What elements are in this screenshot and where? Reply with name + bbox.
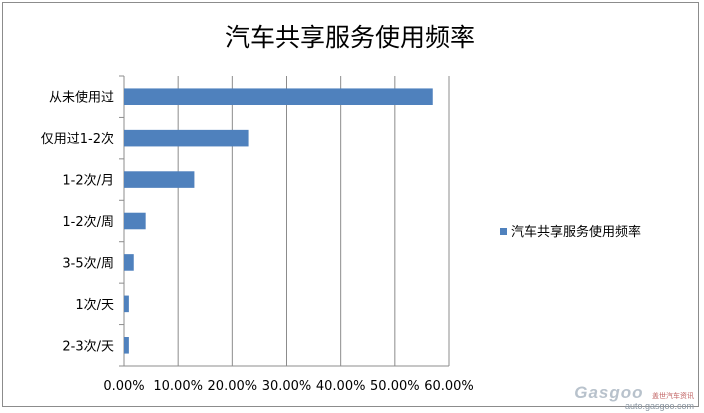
category-label-6: 2-3次/天	[62, 338, 114, 354]
bar-3	[124, 212, 146, 230]
category-label-5: 1次/天	[75, 297, 114, 313]
category-label-4: 3-5次/周	[62, 255, 114, 271]
watermark-chinese-text: 盖世汽车资讯	[652, 393, 694, 400]
bar-layer	[124, 88, 433, 354]
bar-2	[124, 171, 195, 188]
legend-label: 汽车共享服务使用频率	[511, 224, 641, 240]
legend: 汽车共享服务使用频率	[500, 224, 641, 240]
bar-1	[124, 129, 249, 147]
bar-4	[124, 254, 134, 271]
bar-0	[124, 88, 433, 105]
bar-5	[124, 295, 129, 313]
x-tick-label-3: 30.00%	[262, 379, 312, 394]
x-tick-label-4: 40.00%	[316, 379, 366, 394]
watermark: Gasgoo 盖世汽车资讯 auto.gasgoo.com	[574, 384, 694, 411]
watermark-logo: Gasgoo	[574, 383, 644, 402]
category-label-0: 从未使用过	[49, 90, 114, 106]
x-tick-labels: 0.00% 10.00% 20.00% 30.00% 40.00% 50.00% 60.00…	[103, 379, 473, 394]
bar-6	[124, 337, 129, 354]
category-label-3: 1-2次/周	[62, 214, 114, 230]
chart-frame	[2, 2, 699, 407]
category-label-2: 1-2次/月	[62, 173, 114, 189]
x-tick-label-2: 20.00%	[208, 379, 258, 394]
category-label-1: 仅用过1-2次	[41, 131, 114, 147]
watermark-url: auto.gasgoo.com	[624, 401, 694, 411]
chart-title: 汽车共享服务使用频率	[225, 23, 475, 52]
x-tick-label-5: 50.00%	[370, 379, 420, 394]
x-tick-label-1: 10.00%	[153, 379, 203, 394]
x-tick-label-6: 60.00%	[424, 379, 474, 394]
x-tick-label-0: 0.00%	[103, 379, 144, 394]
legend-swatch	[500, 228, 507, 235]
grid-layer	[119, 75, 450, 367]
